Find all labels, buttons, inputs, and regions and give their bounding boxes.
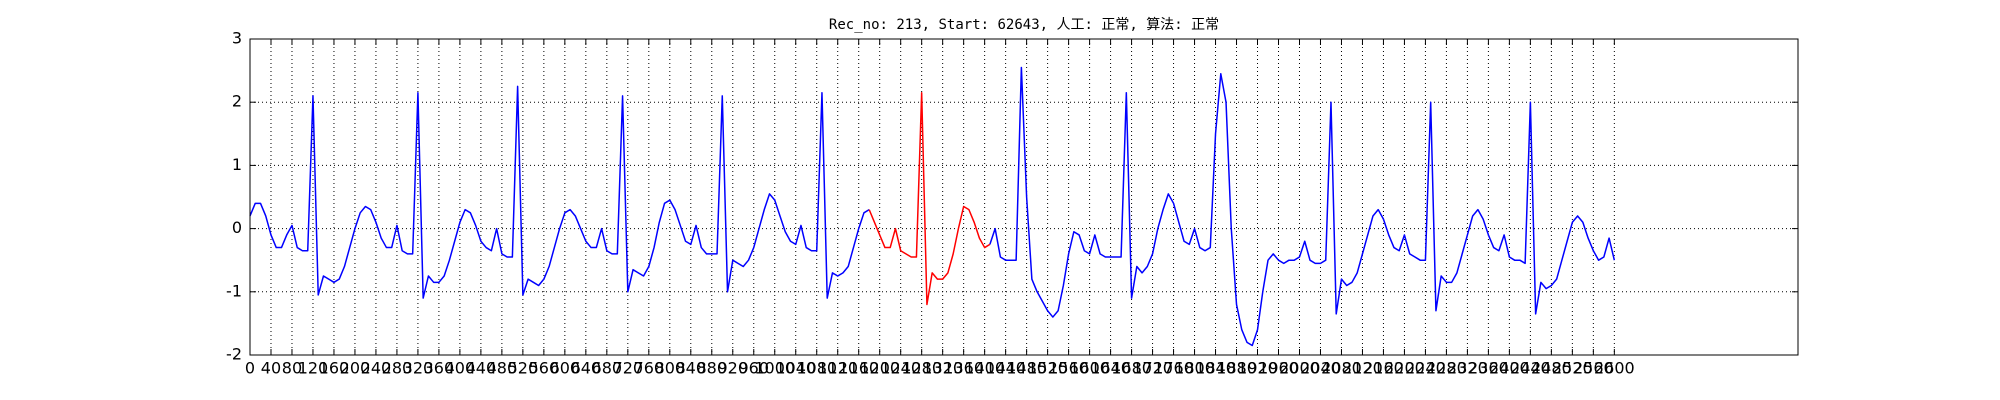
x-tick-label: 1640	[1090, 359, 1131, 378]
x-tick-label: 720	[613, 359, 644, 378]
x-tick-label: 2120	[1342, 359, 1383, 378]
y-tick-label: -2	[226, 345, 242, 364]
x-tick-label: 680	[592, 359, 623, 378]
x-tick-label: 2560	[1573, 359, 1614, 378]
x-tick-label: 400	[445, 359, 476, 378]
y-tick-label: 2	[232, 92, 242, 111]
x-tick-label: 480	[487, 359, 518, 378]
x-tick-label: 600	[550, 359, 581, 378]
x-tick-label: 2600	[1594, 359, 1635, 378]
x-tick-label: 2080	[1321, 359, 1362, 378]
x-tick-label: 1880	[1216, 359, 1257, 378]
x-tick-label: 1200	[859, 359, 900, 378]
x-tick-label: 1680	[1111, 359, 1152, 378]
ecg-line	[249, 66, 1616, 347]
x-tick-label: 2280	[1426, 359, 1467, 378]
x-tick-label: 280	[382, 359, 413, 378]
x-tick-label: 1920	[1237, 359, 1278, 378]
x-tick-label: 240	[361, 359, 392, 378]
x-tick-label: 840	[676, 359, 707, 378]
y-tick-label: 1	[232, 155, 242, 174]
x-tick-label: 1360	[943, 359, 984, 378]
x-tick-label: 1720	[1132, 359, 1173, 378]
x-tick-label: 160	[319, 359, 350, 378]
x-tick-label: 920	[717, 359, 748, 378]
y-tick-label: -1	[226, 281, 242, 300]
x-tick-label: 1400	[964, 359, 1005, 378]
x-tick-label: 960	[738, 359, 769, 378]
x-tick-label: 1080	[796, 359, 837, 378]
x-tick-label: 1480	[1006, 359, 1047, 378]
x-tick-label: 1840	[1195, 359, 1236, 378]
x-tick-label: 800	[655, 359, 686, 378]
x-tick-label: 1040	[775, 359, 816, 378]
x-tick-label: 1320	[922, 359, 963, 378]
x-tick-label: 760	[634, 359, 665, 378]
x-tick-label: 120	[298, 359, 329, 378]
x-tick-label: 1600	[1069, 359, 1110, 378]
chart-title: Rec_no: 213, Start: 62643, 人工: 正常, 算法: 正…	[829, 17, 1219, 33]
x-tick-label: 1760	[1153, 359, 1194, 378]
x-tick-label: 1960	[1258, 359, 1299, 378]
x-tick-label: 880	[697, 359, 728, 378]
x-tick-label: 2000	[1279, 359, 1320, 378]
x-tick-label: 360	[424, 359, 455, 378]
x-tick-label: 40	[261, 359, 281, 378]
x-tick-label: 440	[466, 359, 497, 378]
x-tick-label: 2480	[1531, 359, 1572, 378]
x-tick-label: 2400	[1489, 359, 1530, 378]
x-tick-label: 2240	[1405, 359, 1446, 378]
ecg-line	[868, 91, 991, 306]
x-tick-label: 1440	[985, 359, 1026, 378]
y-tick-label: 3	[232, 29, 242, 48]
x-tick-label: 320	[403, 359, 434, 378]
x-tick-label: 520	[508, 359, 539, 378]
x-tick-label: 2320	[1447, 359, 1488, 378]
x-tick-label: 2520	[1552, 359, 1593, 378]
x-tick-label: 1800	[1174, 359, 1215, 378]
x-tick-label: 2160	[1363, 359, 1404, 378]
x-tick-label: 1560	[1048, 359, 1089, 378]
x-tick-label: 2040	[1300, 359, 1341, 378]
x-tick-label: 1280	[901, 359, 942, 378]
x-tick-label: 1120	[817, 359, 858, 378]
x-tick-label: 200	[340, 359, 371, 378]
x-tick-label: 1520	[1027, 359, 1068, 378]
y-tick-label: 0	[232, 218, 242, 237]
x-tick-label: 560	[529, 359, 560, 378]
x-tick-label: 1160	[838, 359, 879, 378]
x-tick-label: 0	[245, 359, 255, 378]
x-tick-label: 640	[571, 359, 602, 378]
x-tick-label: 80	[282, 359, 302, 378]
x-tick-label: 2440	[1510, 359, 1551, 378]
x-tick-label: 2200	[1384, 359, 1425, 378]
x-tick-label: 2360	[1468, 359, 1509, 378]
plot-frame	[249, 38, 1799, 356]
x-tick-label: 1240	[880, 359, 921, 378]
x-tick-label: 1000	[754, 359, 795, 378]
